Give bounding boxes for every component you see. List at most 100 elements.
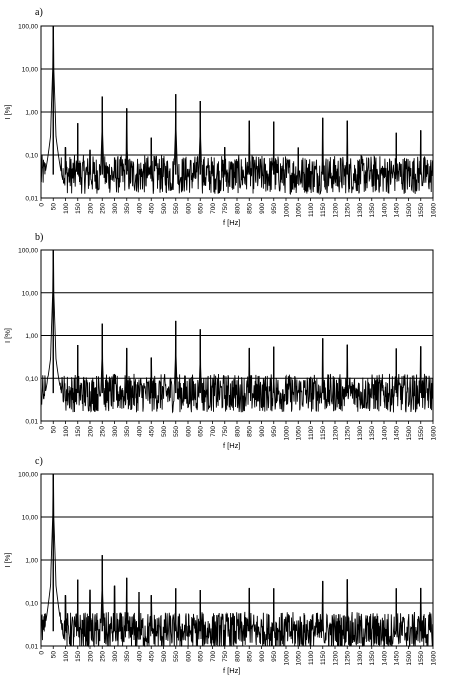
y-tick-label: 0,01 (25, 419, 38, 426)
x-tick-label: 1000 (283, 426, 290, 441)
x-tick-label: 1350 (369, 426, 376, 441)
x-tick-label: 750 (222, 426, 229, 437)
x-tick-label: 600 (185, 203, 192, 214)
y-tick-label: 0,01 (25, 196, 38, 203)
x-tick-label: 1050 (296, 651, 303, 666)
x-tick-label: 450 (149, 426, 156, 437)
x-tick-label: 550 (173, 426, 180, 437)
x-tick-label: 1300 (357, 426, 364, 441)
x-tick-label: 450 (149, 651, 156, 662)
y-tick-label: 0,01 (25, 644, 38, 651)
x-tick-label: 350 (124, 651, 131, 662)
x-tick-label: 0 (38, 426, 45, 430)
y-tick-label: 10,00 (22, 67, 39, 74)
x-tick-label: 1100 (308, 203, 315, 217)
x-tick-label: 1550 (418, 651, 425, 666)
x-tick-label: 100 (63, 203, 70, 214)
x-tick-label: 1150 (320, 203, 327, 217)
y-tick-label: 100,00 (18, 24, 38, 31)
x-tick-label: 50 (51, 651, 58, 659)
x-tick-label: 950 (271, 426, 278, 437)
x-tick-label: 850 (247, 203, 254, 214)
x-tick-label: 1350 (369, 651, 376, 666)
y-tick-label: 10,00 (22, 515, 39, 522)
x-tick-label: 750 (222, 203, 229, 214)
x-tick-label: 350 (124, 426, 131, 437)
x-tick-label: 700 (210, 203, 217, 214)
x-tick-label: 1000 (283, 203, 290, 218)
y-tick-label: 0,10 (25, 601, 38, 608)
panel-label: c) (35, 456, 43, 467)
x-tick-label: 950 (271, 203, 278, 214)
x-tick-label: 1050 (296, 203, 303, 218)
x-tick-label: 300 (112, 651, 119, 662)
x-tick-label: 700 (210, 426, 217, 437)
x-tick-label: 1000 (283, 651, 290, 666)
y-tick-label: 1,00 (25, 110, 38, 117)
x-tick-label: 200 (87, 203, 94, 214)
x-tick-label: 850 (247, 426, 254, 437)
x-tick-label: 200 (87, 426, 94, 437)
x-tick-label: 150 (75, 426, 82, 437)
x-tick-label: 500 (161, 426, 168, 437)
x-axis-label: f [Hz] (223, 441, 241, 450)
x-tick-label: 1600 (430, 203, 437, 218)
x-tick-label: 1300 (357, 651, 364, 666)
x-tick-label: 1200 (332, 426, 339, 441)
x-tick-label: 1400 (381, 203, 388, 218)
x-tick-label: 500 (161, 651, 168, 662)
x-tick-label: 250 (100, 651, 107, 662)
spectrum-panel-2: b) 0,01 0,10 1,00 10,00 100,00 I [%] 0 50 100 150 2… (3, 232, 437, 450)
y-tick-label: 0,10 (25, 153, 38, 160)
x-tick-label: 1100 (308, 426, 315, 440)
x-tick-label: 900 (259, 203, 266, 214)
x-tick-label: 1250 (345, 203, 352, 218)
y-axis-label: I [%] (3, 552, 12, 567)
x-tick-label: 550 (173, 203, 180, 214)
spectrum-line (40, 249, 434, 414)
x-tick-label: 1450 (394, 651, 401, 666)
x-tick-label: 0 (38, 651, 45, 655)
x-tick-label: 750 (222, 651, 229, 662)
x-tick-label: 200 (87, 651, 94, 662)
x-tick-label: 1200 (332, 203, 339, 218)
x-tick-label: 1600 (430, 426, 437, 441)
panel-label: b) (35, 232, 43, 243)
panel-label: a) (35, 7, 43, 18)
y-tick-label: 1,00 (25, 333, 38, 340)
x-tick-label: 500 (161, 203, 168, 214)
x-tick-label: 950 (271, 651, 278, 662)
spectrum-line (40, 473, 434, 648)
x-tick-label: 150 (75, 203, 82, 214)
x-tick-label: 1500 (406, 651, 413, 666)
x-tick-label: 1300 (357, 203, 364, 218)
x-tick-label: 1550 (418, 203, 425, 218)
x-axis-label: f [Hz] (223, 218, 241, 227)
x-tick-label: 400 (136, 651, 143, 662)
x-tick-label: 100 (63, 651, 70, 662)
y-tick-label: 0,10 (25, 376, 38, 383)
y-axis-label: I [%] (3, 104, 12, 119)
x-tick-label: 600 (185, 651, 192, 662)
x-tick-label: 250 (100, 426, 107, 437)
spectrum-line (40, 25, 434, 196)
y-tick-label: 1,00 (25, 558, 38, 565)
y-tick-label: 100,00 (18, 248, 38, 255)
x-tick-label: 1250 (345, 651, 352, 666)
x-tick-label: 1050 (296, 426, 303, 441)
x-tick-label: 400 (136, 203, 143, 214)
spectrum-panel-1: a) 0,01 0,10 1,00 10,00 100,00 I [%] 0 50 100 150 2… (3, 7, 437, 227)
x-tick-label: 300 (112, 203, 119, 214)
x-tick-label: 800 (234, 203, 241, 214)
x-tick-label: 350 (124, 203, 131, 214)
x-tick-label: 650 (198, 426, 205, 437)
x-tick-label: 550 (173, 651, 180, 662)
x-tick-label: 100 (63, 426, 70, 437)
x-tick-label: 1400 (381, 651, 388, 666)
spectrum-panel-3: c) 0,01 0,10 1,00 10,00 100,00 I [%] 0 50 100 150 2… (3, 456, 437, 675)
x-tick-label: 0 (38, 203, 45, 207)
x-tick-label: 650 (198, 203, 205, 214)
x-tick-label: 1500 (406, 426, 413, 441)
x-tick-label: 1400 (381, 426, 388, 441)
